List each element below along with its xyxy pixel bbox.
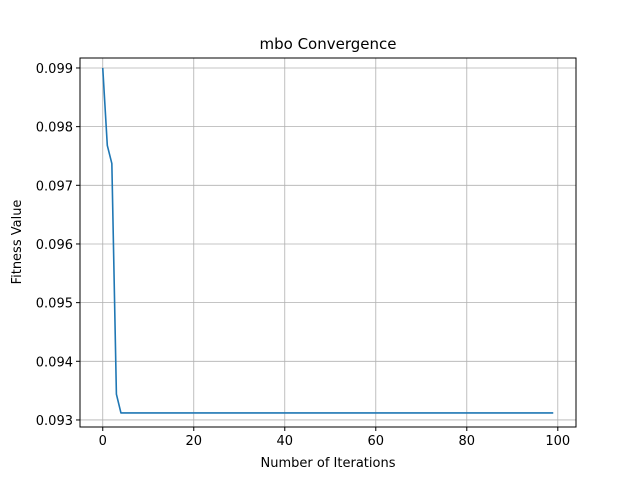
y-tick-label: 0.097 [36, 179, 73, 194]
y-tick-label: 0.095 [36, 297, 73, 312]
y-tick-label: 0.099 [36, 62, 73, 77]
plot-frame [79, 57, 577, 428]
x-tick-label: 0 [99, 434, 107, 449]
y-tick-label: 0.098 [36, 121, 73, 136]
x-tick-label: 60 [368, 434, 385, 449]
y-tick-label: 0.093 [36, 414, 73, 429]
grid-lines [80, 58, 576, 427]
x-axis-ticks: 0 20 40 60 80 100 [99, 427, 570, 449]
chart-title: mbo Convergence [260, 35, 397, 53]
x-tick-label: 100 [545, 434, 570, 449]
x-axis-label: Number of Iterations [261, 456, 396, 471]
y-tick-label: 0.096 [36, 238, 73, 253]
y-axis-label: Fitness Value [10, 200, 25, 285]
series-line [101, 67, 554, 414]
x-tick-label: 80 [459, 434, 476, 449]
x-tick-label: 40 [276, 434, 293, 449]
x-tick-label: 20 [185, 434, 202, 449]
y-axis-ticks: 0.093 0.094 0.095 0.096 0.097 0.098 0.099 [36, 62, 80, 429]
y-tick-label: 0.094 [36, 355, 73, 370]
series-layer [101, 67, 554, 414]
